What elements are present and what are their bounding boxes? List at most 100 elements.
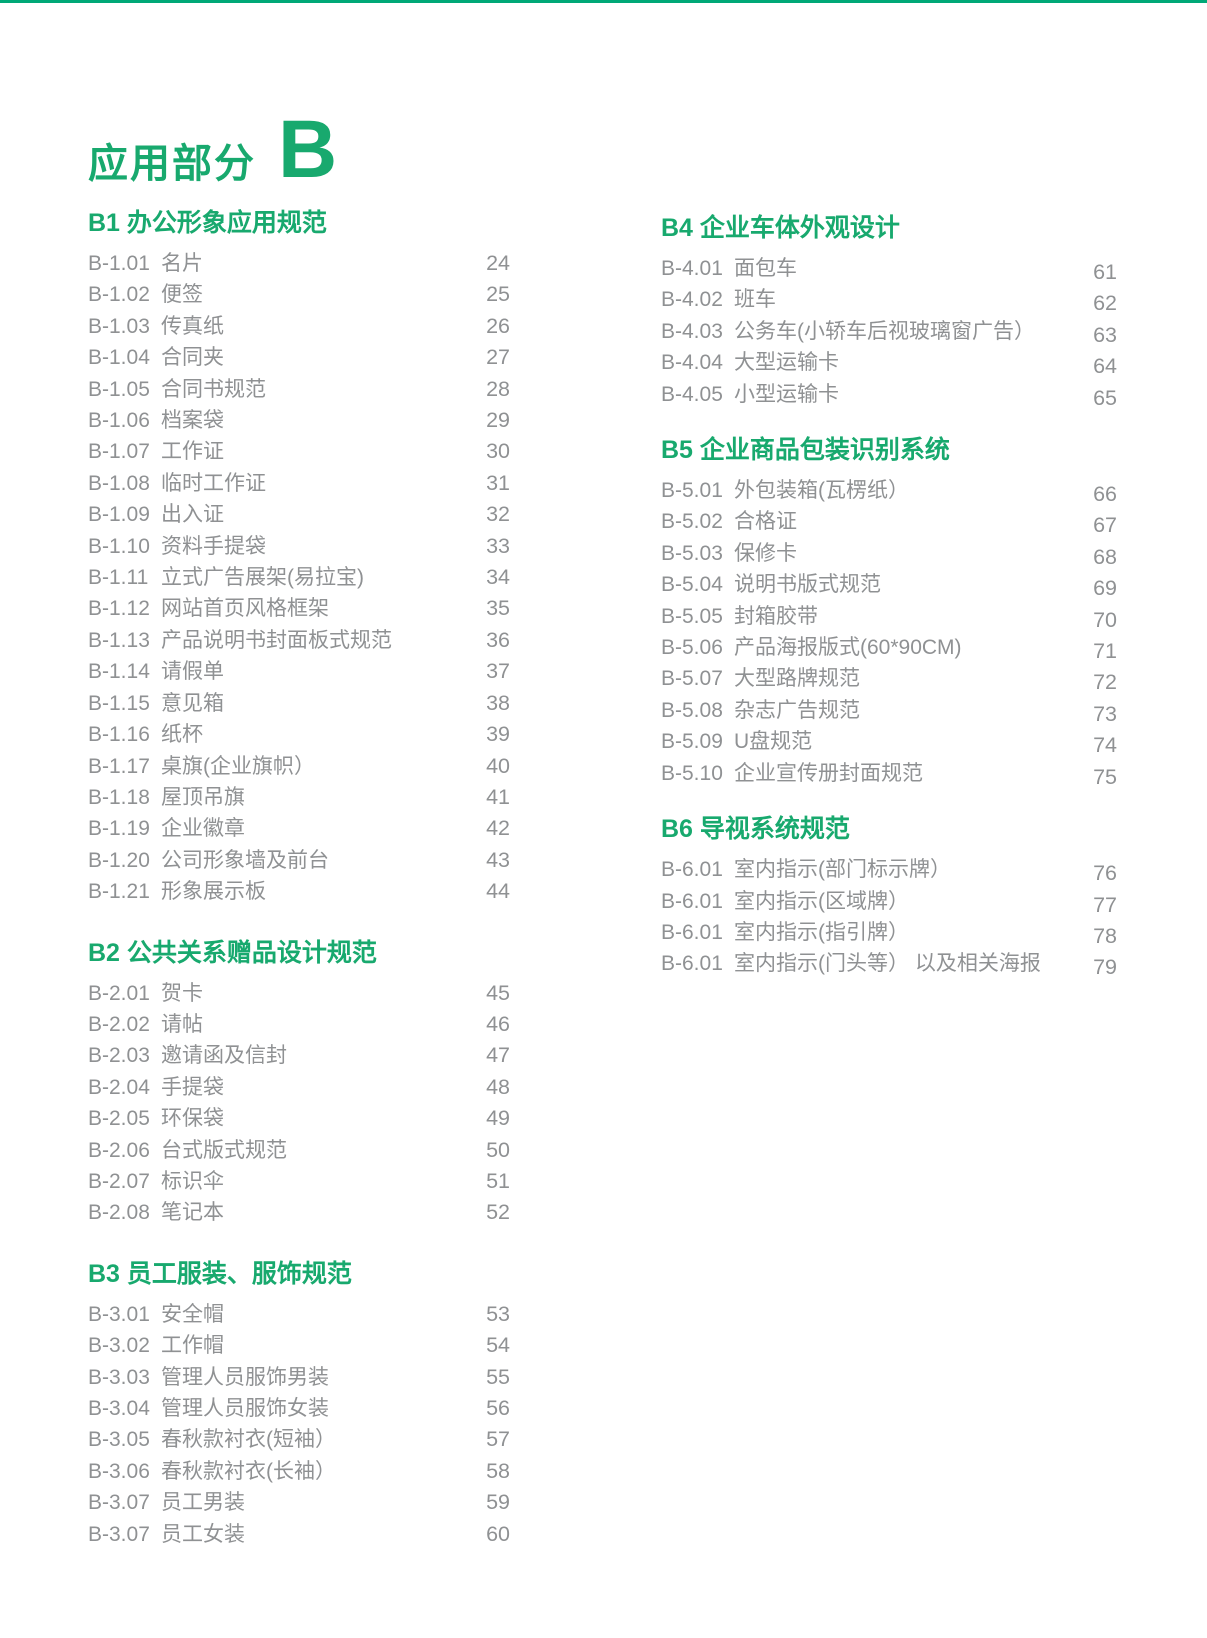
toc-item-page: 40	[486, 753, 510, 778]
toc-item-label: 杂志广告规范	[734, 698, 860, 722]
toc-item-label: 说明书版式规范	[734, 573, 881, 597]
toc-item-code: B-1.16	[88, 723, 150, 747]
toc-item-code: B-3.05	[88, 1428, 150, 1452]
toc-item-code: B-5.06	[661, 636, 723, 660]
toc-item-page: 75	[1093, 764, 1117, 789]
toc-item-page: 55	[486, 1364, 510, 1389]
toc-item: B-1.18 屋顶吊旗 41	[88, 782, 510, 813]
toc-item-label: 产品说明书封面板式规范	[161, 628, 392, 652]
toc-item-code: B-1.13	[88, 628, 150, 652]
toc-item-label: 管理人员服饰女装	[161, 1397, 329, 1420]
toc-item: B-2.03 邀请函及信封 47	[88, 1040, 510, 1071]
toc-item-page: 61	[1093, 260, 1117, 284]
toc-item-page: 39	[486, 722, 510, 747]
toc-item-code: B-1.18	[88, 785, 150, 809]
toc-item-label: 台式版式规范	[161, 1138, 287, 1162]
toc-item-label: 临时工作证	[161, 471, 266, 495]
toc-item-label: 屋顶吊旗	[161, 785, 245, 809]
toc-item: B-1.01 名片 24	[88, 248, 510, 279]
toc-item-page: 31	[486, 470, 510, 495]
toc-item-page: 52	[486, 1200, 510, 1225]
toc-item-page: 60	[486, 1521, 510, 1546]
toc-item: B-2.04 手提袋 48	[88, 1072, 510, 1103]
toc-item-label: 外包装箱(瓦楞纸）	[734, 479, 909, 503]
toc-item: B-5.02 合格证 67	[661, 506, 1117, 537]
toc-item-label: 封箱胶带	[734, 604, 818, 628]
toc-item-page: 56	[486, 1396, 510, 1420]
toc-item-code: B-2.03	[88, 1044, 150, 1068]
toc-item-page: 66	[1093, 482, 1117, 507]
toc-item-label: 网站首页风格框架	[161, 597, 329, 621]
toc-item: B-1.21 形象展示板 44	[88, 876, 510, 907]
toc-item: B-6.01 室内指示(区域牌） 77	[661, 886, 1117, 917]
toc-item-label: 安全帽	[161, 1302, 224, 1326]
toc-item-code: B-3.03	[88, 1365, 150, 1389]
toc-item-page: 69	[1093, 576, 1117, 601]
toc-item-label: 桌旗(企业旗帜）	[161, 754, 315, 778]
toc-item-page: 73	[1093, 701, 1117, 726]
toc-item: B-1.13 产品说明书封面板式规范 36	[88, 625, 510, 656]
toc-item-code: B-5.02	[661, 510, 723, 534]
toc-item-label: 公务车(小轿车后视玻璃窗广告）	[734, 319, 1035, 343]
toc-section: B3 员工服装、服饰规范 B-3.01 安全帽 53 B-3.02 工作帽 54…	[88, 1261, 510, 1550]
toc-item-code: B-6.01	[661, 889, 723, 913]
toc-item-code: B-2.07	[88, 1169, 150, 1193]
toc-item: B-3.02 工作帽 54	[88, 1330, 510, 1361]
toc-item-label: 传真纸	[161, 314, 224, 338]
toc-column-left: B1 办公形象应用规范 B-1.01 名片 24 B-1.02 便签 25 B-…	[88, 210, 510, 1550]
toc-item: B-4.05 小型运输卡 65	[661, 379, 1117, 410]
toc-item: B-5.03 保修卡 68	[661, 538, 1117, 569]
toc-item-label: 合同夹	[161, 346, 224, 370]
toc-item-page: 45	[486, 980, 510, 1005]
section-heading: B6 导视系统规范	[661, 815, 850, 844]
toc-item: B-4.03 公务车(小轿车后视玻璃窗广告） 63	[661, 316, 1117, 347]
toc-item: B-2.05 环保袋 49	[88, 1103, 510, 1134]
toc-item-page: 26	[486, 313, 510, 338]
toc-item: B-1.14 请假单 37	[88, 656, 510, 687]
toc-item-code: B-3.07	[88, 1522, 150, 1546]
toc-item-code: B-1.11	[88, 566, 149, 590]
toc-item-label: 保修卡	[734, 541, 797, 565]
section-heading: B5 企业商品包装识别系统	[661, 436, 950, 465]
page-title-text: 应用部分	[88, 142, 256, 186]
section-heading: B2 公共关系赠品设计规范	[88, 938, 377, 967]
toc-item-page: 38	[486, 690, 510, 715]
toc-item: B-3.06 春秋款衬衣(长袖） 58	[88, 1456, 510, 1487]
toc-item-code: B-1.14	[88, 660, 150, 684]
toc-item: B-1.02 便签 25	[88, 279, 510, 310]
toc-item: B-3.01 安全帽 53	[88, 1299, 510, 1330]
toc-item: B-4.04 大型运输卡 64	[661, 347, 1117, 378]
toc-item-label: 春秋款衬衣(短袖）	[161, 1428, 336, 1452]
toc-column-right: B4 企业车体外观设计 B-4.01 面包车 61 B-4.02 班车 62 B…	[661, 215, 1117, 980]
toc-item-page: 62	[1093, 291, 1117, 316]
toc-item-page: 59	[486, 1490, 510, 1515]
toc-item-code: B-1.17	[88, 754, 150, 778]
toc-item-page: 43	[486, 847, 510, 872]
toc-item-page: 48	[486, 1074, 510, 1099]
toc-item-page: 46	[486, 1011, 510, 1036]
toc-item-code: B-3.06	[88, 1459, 150, 1483]
toc-item-label: 环保袋	[161, 1107, 224, 1131]
toc-item: B-1.19 企业徽章 42	[88, 813, 510, 844]
toc-section: B6 导视系统规范 B-6.01 室内指示(部门标示牌） 76 B-6.01 室…	[661, 816, 1117, 980]
toc-item-label: 请假单	[161, 660, 224, 684]
toc-item: B-5.09 U盘规范 74	[661, 726, 1117, 757]
toc-item-label: U盘规范	[734, 730, 813, 754]
toc-item-code: B-4.05	[661, 382, 723, 406]
toc-item-code: B-1.06	[88, 409, 150, 433]
toc-item: B-2.08 笔记本 52	[88, 1197, 510, 1228]
toc-item: B-2.02 请帖 46	[88, 1009, 510, 1040]
toc-item-code: B-3.07	[88, 1491, 150, 1515]
toc-item-page: 72	[1093, 670, 1117, 695]
toc-item: B-1.05 合同书规范 28	[88, 374, 510, 405]
toc-item-label: 员工女装	[161, 1522, 245, 1546]
toc-item-page: 77	[1093, 892, 1117, 917]
toc-item-page: 68	[1093, 544, 1117, 569]
toc-item-page: 28	[486, 376, 510, 401]
toc-item-code: B-5.07	[661, 667, 723, 691]
toc-item-label: 公司形象墙及前台	[161, 848, 329, 872]
toc-item-code: B-2.08	[88, 1201, 150, 1225]
toc-item-code: B-4.04	[661, 351, 723, 375]
toc-item: B-2.07 标识伞 51	[88, 1166, 510, 1197]
toc-item-label: 邀请函及信封	[161, 1044, 287, 1068]
